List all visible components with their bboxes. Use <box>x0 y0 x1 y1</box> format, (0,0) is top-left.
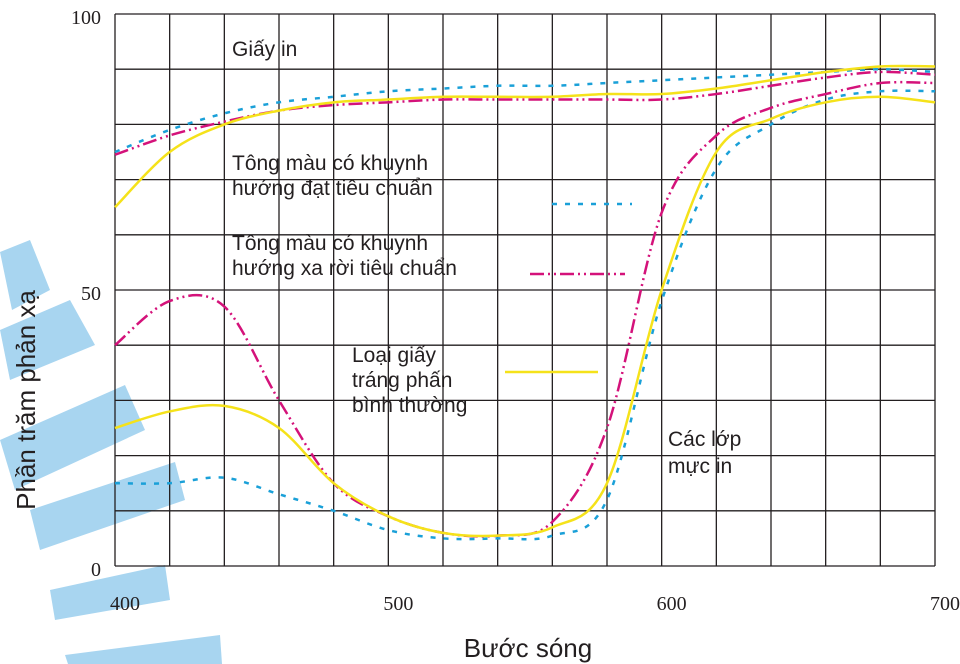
y-tick-label: 0 <box>91 559 101 581</box>
y-tick-label: 50 <box>81 283 101 305</box>
line <box>115 69 935 152</box>
x-axis-label: Bước sóng <box>464 633 592 663</box>
x-tick-label: 700 <box>930 593 960 615</box>
legend-label: tráng phấn <box>352 369 452 392</box>
y-axis-label: Phần trăm phản xạ <box>11 290 41 510</box>
chart: Phần trăm phản xạ Bước sóng 0 50 100 400 500… <box>0 0 960 664</box>
legend-label: bình thường <box>352 394 467 417</box>
y-tick-label: 100 <box>71 7 101 29</box>
legend-label: hướng đạt tiêu chuẩn <box>232 177 433 200</box>
legend-label: Tông màu có khuynh <box>232 232 428 255</box>
x-tick-label: 500 <box>383 593 413 615</box>
x-tick-label: 600 <box>657 593 687 615</box>
line <box>115 82 935 536</box>
legend-label: hướng xa rời tiêu chuẩn <box>232 257 457 280</box>
annotation: Các lớp <box>668 428 741 451</box>
legend-label: Loại giấy <box>352 344 437 367</box>
x-tick-label: 400 <box>110 593 140 615</box>
legend-label: Tông màu có khuynh <box>232 152 428 175</box>
annotation: Giấy in <box>232 38 297 61</box>
line <box>115 72 935 155</box>
annotation: mực in <box>668 455 732 478</box>
